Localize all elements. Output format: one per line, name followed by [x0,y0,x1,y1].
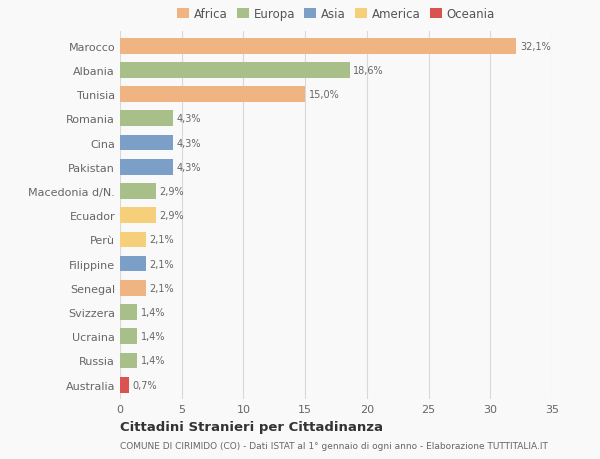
Text: 18,6%: 18,6% [353,66,384,76]
Bar [120,377,128,393]
Text: Cittadini Stranieri per Cittadinanza: Cittadini Stranieri per Cittadinanza [120,420,383,433]
Text: 2,9%: 2,9% [160,211,184,221]
Text: 1,4%: 1,4% [141,308,166,317]
Text: COMUNE DI CIRIMIDO (CO) - Dati ISTAT al 1° gennaio di ogni anno - Elaborazione T: COMUNE DI CIRIMIDO (CO) - Dati ISTAT al … [120,441,548,450]
Text: 2,1%: 2,1% [149,235,174,245]
Text: 1,4%: 1,4% [141,331,166,341]
Bar [120,135,173,151]
Bar [120,304,137,320]
Bar [120,256,146,272]
Text: 1,4%: 1,4% [141,356,166,366]
Bar [120,63,350,78]
Bar [120,232,146,248]
Bar [120,160,173,175]
Bar [120,353,137,369]
Bar [120,87,305,103]
Text: 32,1%: 32,1% [520,42,551,51]
Text: 0,7%: 0,7% [133,380,157,390]
Text: 15,0%: 15,0% [309,90,340,100]
Text: 4,3%: 4,3% [177,162,201,173]
Bar [120,208,156,224]
Text: 4,3%: 4,3% [177,114,201,124]
Bar [120,111,173,127]
Text: 4,3%: 4,3% [177,138,201,148]
Bar [120,39,516,55]
Text: 2,1%: 2,1% [149,259,174,269]
Text: 2,9%: 2,9% [160,186,184,196]
Bar [120,184,156,199]
Legend: Africa, Europa, Asia, America, Oceania: Africa, Europa, Asia, America, Oceania [177,8,495,21]
Bar [120,280,146,296]
Text: 2,1%: 2,1% [149,283,174,293]
Bar [120,329,137,344]
